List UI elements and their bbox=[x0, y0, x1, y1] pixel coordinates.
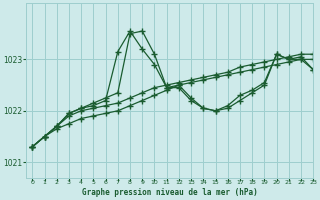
X-axis label: Graphe pression niveau de la mer (hPa): Graphe pression niveau de la mer (hPa) bbox=[82, 188, 258, 197]
